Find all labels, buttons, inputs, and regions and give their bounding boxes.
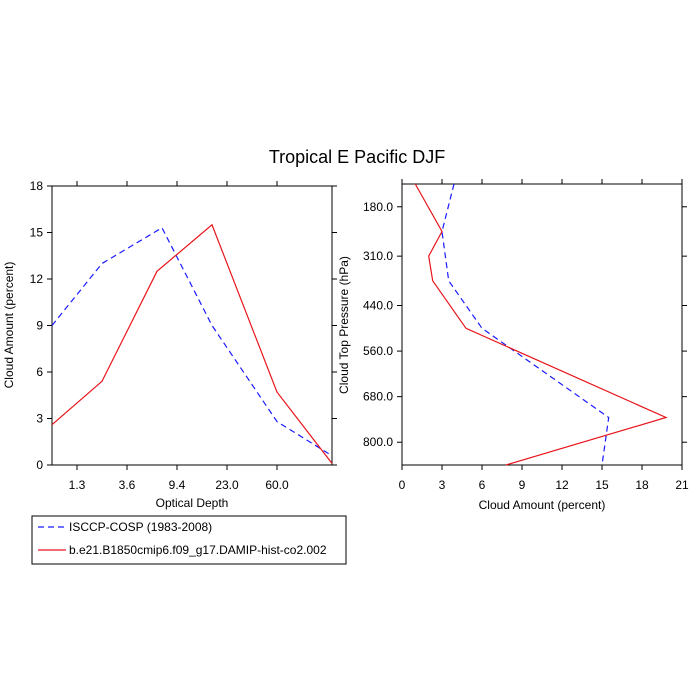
- right-y-tick-label: 800.0: [363, 435, 393, 449]
- left-ticks: 0 3 6 9 12 15 18 1.3 3.6 9.4 23.0 60.0: [30, 179, 337, 492]
- left-x-tick-label: 9.4: [169, 478, 186, 492]
- right-y-tick-label: 440.0: [363, 299, 393, 313]
- left-x-axis-title: Optical Depth: [156, 496, 229, 510]
- legend-label-model: b.e21.B1850cmip6.f09_g17.DAMIP-hist-co2.…: [69, 543, 327, 557]
- right-x-tick-label: 9: [519, 478, 526, 492]
- left-y-tick-label: 15: [30, 226, 44, 240]
- left-x-tick-label: 23.0: [215, 478, 239, 492]
- right-panel-cloud-top-pressure: 0 3 6 9 12 15 18 21 180.0 310.0 440.0 560.0 680.0 800…: [337, 179, 689, 512]
- right-x-axis-title: Cloud Amount (percent): [479, 498, 606, 512]
- right-series-isccp-line: [441, 183, 610, 466]
- left-y-axis-title: Cloud Amount (percent): [2, 262, 16, 389]
- right-x-tick-label: 12: [555, 478, 569, 492]
- right-y-axis-title: Cloud Top Pressure (hPa): [337, 256, 351, 394]
- left-y-tick-label: 9: [36, 319, 43, 333]
- left-series-isccp-line: [51, 226, 333, 457]
- left-x-tick-label: 60.0: [265, 478, 289, 492]
- right-x-tick-label: 15: [595, 478, 609, 492]
- left-series: [51, 223, 333, 464]
- left-panel-optical-depth: 0 3 6 9 12 15 18 1.3 3.6 9.4 23.0 60.0 Optical Dept…: [2, 179, 337, 510]
- left-y-tick-label: 12: [30, 272, 44, 286]
- left-y-tick-label: 3: [36, 412, 43, 426]
- left-y-tick-label: 18: [30, 179, 44, 193]
- legend-box: [31, 515, 347, 565]
- right-y-tick-label: 680.0: [363, 390, 393, 404]
- right-y-tick-label: 180.0: [363, 200, 393, 214]
- right-x-tick-label: 6: [479, 478, 486, 492]
- left-series-model-line: [51, 223, 333, 464]
- legend-label-isccp: ISCCP-COSP (1983-2008): [69, 520, 212, 534]
- left-x-tick-label: 1.3: [69, 478, 86, 492]
- left-plot-frame: [51, 185, 333, 466]
- right-y-tick-label: 560.0: [363, 344, 393, 358]
- right-x-tick-label: 3: [439, 478, 446, 492]
- right-x-tick-label: 21: [675, 478, 689, 492]
- chart-title: Tropical E Pacific DJF: [269, 147, 445, 167]
- right-y-tick-label: 310.0: [363, 249, 393, 263]
- left-y-tick-label: 0: [36, 458, 43, 472]
- right-series-model-line: [414, 183, 668, 466]
- left-x-tick-label: 3.6: [119, 478, 136, 492]
- right-series: [414, 183, 668, 466]
- left-y-tick-label: 6: [36, 365, 43, 379]
- right-x-tick-label: 0: [399, 478, 406, 492]
- right-ticks: 0 3 6 9 12 15 18 21 180.0 310.0 440.0 560.0 680.0 800…: [363, 179, 689, 492]
- right-plot-frame: [401, 183, 683, 466]
- right-x-tick-label: 18: [635, 478, 649, 492]
- legend: ISCCP-COSP (1983-2008) b.e21.B1850cmip6.…: [31, 515, 347, 565]
